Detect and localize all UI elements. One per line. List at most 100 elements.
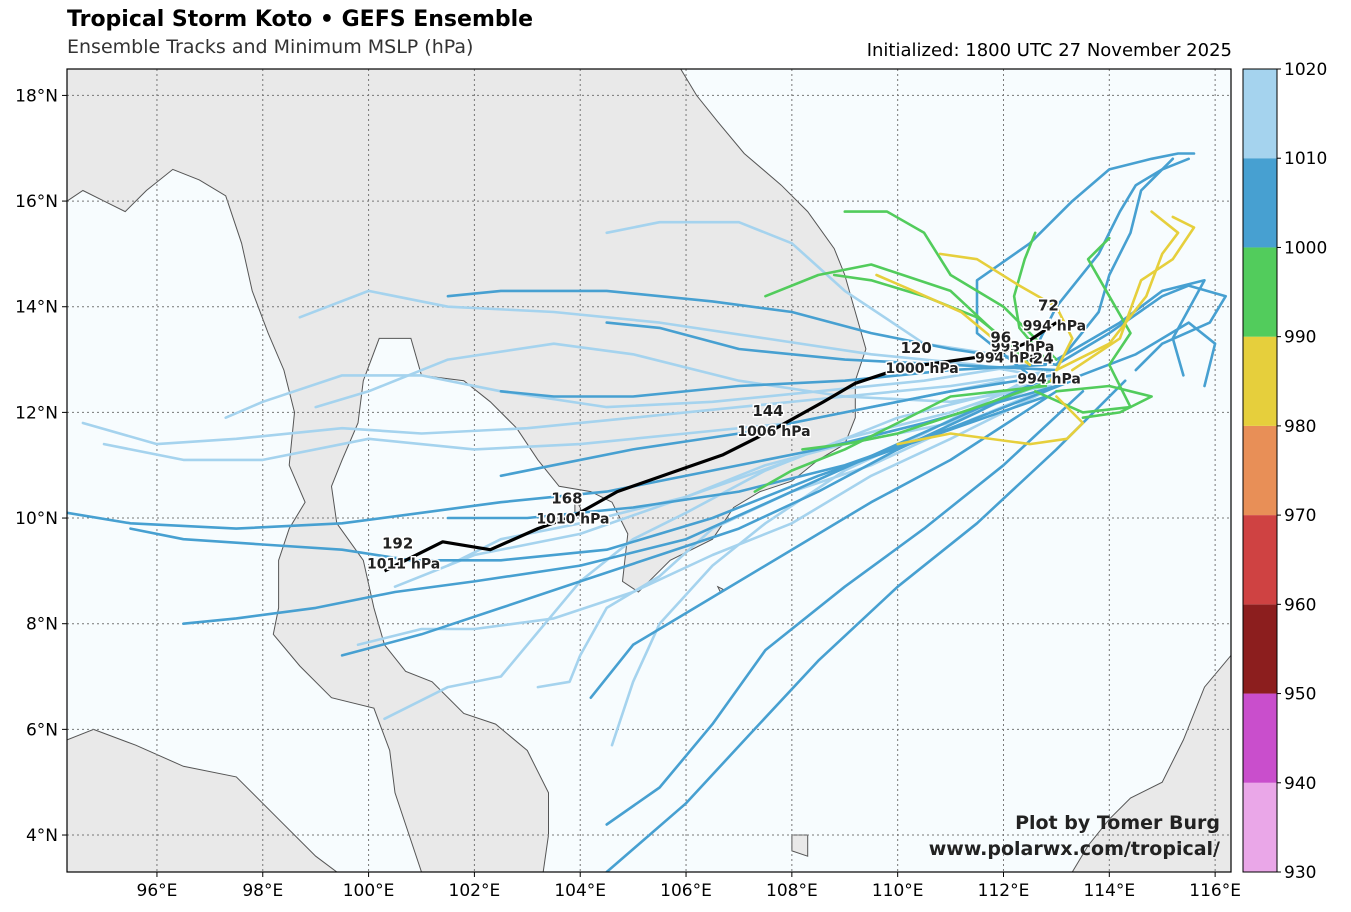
y-tick-label: 8°N	[26, 615, 58, 635]
colorbar-label: 960	[1284, 595, 1316, 615]
ensemble-track	[1055, 278, 1206, 377]
colorbar-label: 930	[1284, 863, 1316, 883]
plot-frame	[66, 68, 1232, 873]
y-tick-label: 18°N	[15, 86, 58, 106]
colorbar-label: 970	[1284, 506, 1316, 526]
x-tick-label: 108°E	[766, 881, 818, 901]
ensemble-track	[67, 384, 1058, 530]
colorbar-bin	[1243, 336, 1277, 426]
ensemble-track	[938, 252, 1074, 383]
ensemble-track	[875, 273, 1032, 367]
colorbar-bin	[1243, 247, 1277, 337]
ensemble-track	[896, 395, 1085, 446]
ensemble-track	[843, 210, 1058, 361]
y-tick-label: 12°N	[15, 403, 58, 423]
pressure-label: 994 hPa	[1017, 371, 1080, 387]
x-tick-label: 114°E	[1083, 881, 1135, 901]
ensemble-track	[605, 389, 1085, 826]
ensemble-track	[499, 374, 1053, 478]
x-tick-label: 100°E	[343, 881, 395, 901]
colorbar-bin	[1243, 782, 1277, 872]
forecast-hour-label: 168	[551, 489, 582, 507]
y-tick-label: 6°N	[26, 720, 58, 740]
axis-labels: 96°E 98°E 100°E 102°E 104°E 106°E 108°E 110°E 11…	[15, 86, 1241, 901]
credit-website: www.polarwx.com/tropical/	[928, 838, 1220, 860]
chart-title: Tropical Storm Koto • GEFS Ensemble	[67, 7, 534, 32]
forecast-hour-label: 72	[1038, 297, 1059, 315]
ensemble-track	[446, 379, 1074, 520]
colorbar-bin	[1243, 604, 1277, 694]
ensemble-track	[605, 321, 1058, 372]
pressure-label: 994 hPa	[1023, 319, 1086, 335]
ensemble-track	[1065, 321, 1217, 388]
initialized-time: Initialized: 1800 UTC 27 November 2025	[866, 40, 1232, 61]
x-tick-label: 98°E	[242, 881, 283, 901]
ensemble-track	[589, 389, 1058, 700]
ensemble-track	[1071, 215, 1196, 372]
ensemble-track	[446, 289, 1058, 367]
colorbar-bin	[1243, 158, 1277, 248]
ensemble-track	[1055, 157, 1175, 367]
colorbar-frame	[1242, 68, 1278, 873]
land-mainland	[67, 69, 867, 872]
pressure-label: 1006 hPa	[737, 424, 810, 440]
colorbar-label: 1020	[1284, 60, 1327, 80]
colorbar-label: 980	[1284, 417, 1316, 437]
forecast-hour-label: 96	[990, 328, 1011, 346]
pressure-label: 1000 hPa	[886, 361, 959, 377]
land-borneo	[1071, 654, 1231, 872]
forecast-hour-label: 120	[900, 339, 931, 357]
ensemble-track	[1012, 231, 1048, 361]
y-tick-label: 10°N	[15, 509, 58, 529]
ensemble-track	[314, 342, 1053, 409]
ensemble-track	[182, 379, 1042, 626]
colorbar-label: 990	[1284, 328, 1316, 348]
pressure-label: 1011 hPa	[367, 556, 440, 572]
ensemble-track	[801, 374, 1069, 451]
ensemble-track	[1055, 210, 1180, 372]
ensemble-track	[340, 379, 1042, 657]
colorbar-bin	[1243, 693, 1277, 783]
ensemble-track	[356, 384, 1058, 647]
x-tick-label: 102°E	[449, 881, 501, 901]
mean-track	[383, 321, 1058, 573]
colorbar-label: 1000	[1284, 238, 1327, 258]
ensemble-track	[81, 368, 1058, 446]
ensemble-track	[393, 374, 1063, 589]
ensemble-track	[605, 379, 1127, 872]
colorbar-bin	[1243, 425, 1277, 516]
ensemble-track	[1055, 284, 1227, 372]
forecast-hour-label: 144	[752, 402, 783, 420]
chart-subtitle: Ensemble Tracks and Minimum MSLP (hPa)	[67, 36, 474, 58]
pressure-label: 994 hPa	[975, 350, 1038, 366]
pressure-label: 1010 hPa	[536, 511, 609, 527]
ensemble-track	[499, 363, 1048, 398]
ensemble-track	[1033, 236, 1132, 414]
x-tick-label: 96°E	[137, 881, 178, 901]
x-tick-label: 116°E	[1189, 881, 1241, 901]
colorbar-bin	[1243, 515, 1277, 605]
y-tick-label: 4°N	[26, 826, 58, 846]
colorbar-label: 940	[1284, 774, 1316, 794]
pressure-label: 993 hPa	[991, 340, 1054, 356]
ensemble-track	[224, 363, 1026, 420]
land-sumatra	[67, 728, 338, 872]
colorbar-label: 950	[1284, 685, 1316, 705]
x-tick-label: 104°E	[554, 881, 606, 901]
grid-layer	[67, 69, 1231, 872]
ensemble-track	[764, 263, 1032, 367]
colorbar-label: 1010	[1284, 149, 1327, 169]
y-tick-label: 14°N	[15, 298, 58, 318]
forecast-hour-label: 192	[382, 534, 413, 552]
colorbar: 930 940 950 960 970 980 990 1000 1010 1020	[1242, 60, 1327, 883]
land-layer	[67, 69, 1231, 872]
x-tick-label: 106°E	[660, 881, 712, 901]
forecast-hour-label: 24	[1033, 349, 1054, 367]
ensemble-track	[1055, 384, 1153, 420]
x-tick-label: 110°E	[872, 881, 924, 901]
ensemble-track	[753, 384, 1048, 493]
colorbar-bin	[1243, 69, 1277, 159]
y-tick-label: 16°N	[15, 192, 58, 212]
